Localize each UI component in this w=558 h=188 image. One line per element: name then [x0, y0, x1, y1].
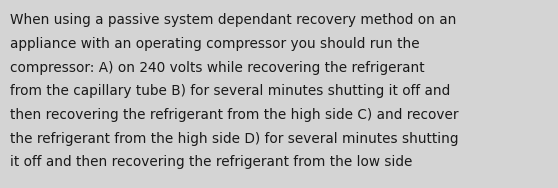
Text: from the capillary tube B) for several minutes shutting it off and: from the capillary tube B) for several m…	[10, 84, 450, 98]
Text: When using a passive system dependant recovery method on an: When using a passive system dependant re…	[10, 13, 456, 27]
Text: compressor: A) on 240 volts while recovering the refrigerant: compressor: A) on 240 volts while recove…	[10, 61, 425, 74]
Text: it off and then recovering the refrigerant from the low side: it off and then recovering the refrigera…	[10, 155, 412, 169]
Text: the refrigerant from the high side D) for several minutes shutting: the refrigerant from the high side D) fo…	[10, 132, 459, 146]
Text: then recovering the refrigerant from the high side C) and recover: then recovering the refrigerant from the…	[10, 108, 459, 122]
Text: appliance with an operating compressor you should run the: appliance with an operating compressor y…	[10, 37, 420, 51]
